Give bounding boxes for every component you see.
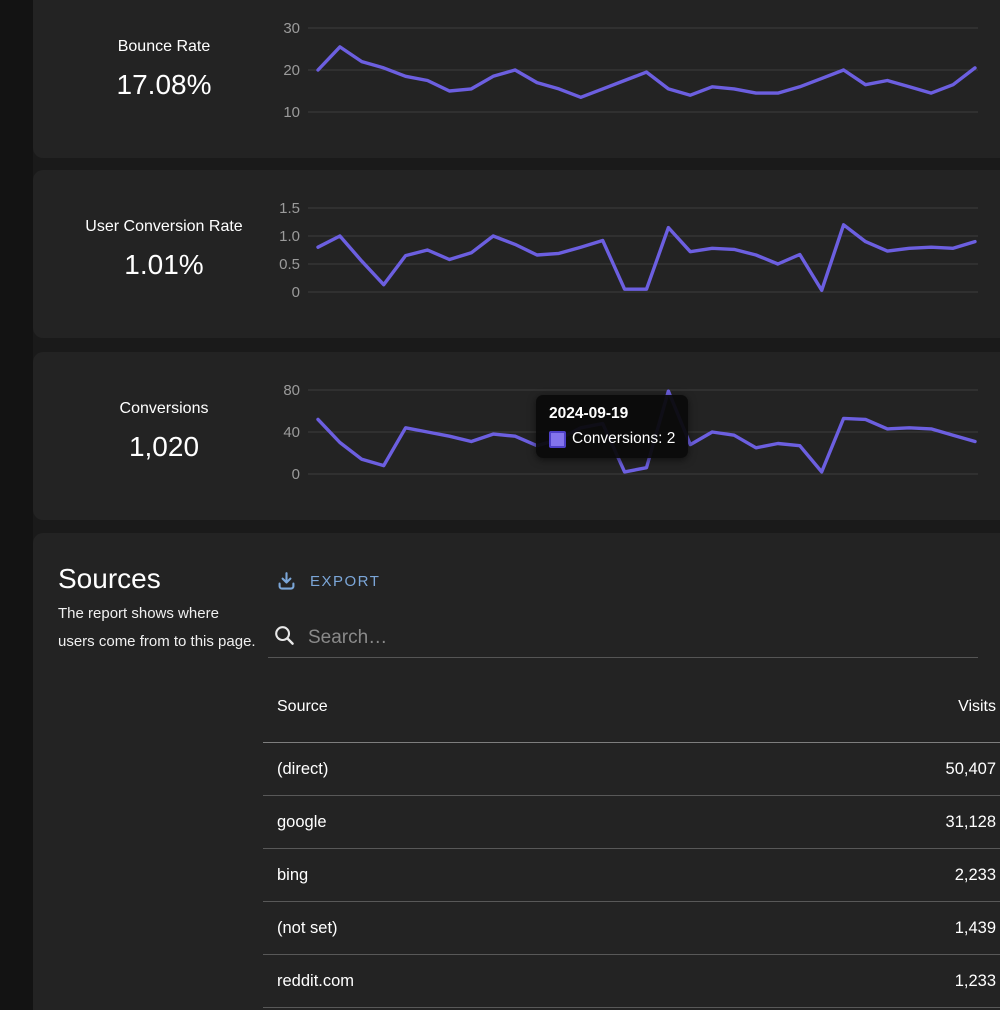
table-row[interactable]: (not set) 1,439 (263, 901, 1000, 955)
column-header-visits[interactable]: Visits (698, 681, 1000, 743)
bounce-rate-chart[interactable]: 30 20 10 (233, 8, 993, 138)
svg-text:0.5: 0.5 (279, 256, 300, 273)
export-label: EXPORT (310, 572, 381, 590)
sources-description: The report shows where users come from t… (58, 605, 256, 650)
visits-cell: 1,233 (698, 954, 1000, 1008)
svg-text:40: 40 (283, 424, 300, 441)
source-cell[interactable]: reddit.com (263, 954, 699, 1008)
conversions-chart[interactable]: 80 40 0 2024-09-19 Conversions: 2 (233, 370, 993, 500)
source-cell[interactable]: (not set) (263, 901, 699, 955)
tooltip-series-row: Conversions: 2 (549, 430, 675, 448)
svg-text:0: 0 (292, 284, 300, 301)
bounce-rate-card: Bounce Rate 17.08% 30 20 10 (33, 0, 1000, 158)
search-bar (268, 618, 978, 658)
source-cell[interactable]: bing (263, 848, 699, 902)
user-conversion-rate-card: User Conversion Rate 1.01% 1.5 1.0 0.5 0 (33, 170, 1000, 338)
visits-cell: 2,233 (698, 848, 1000, 902)
metric-value: 1.01% (124, 249, 204, 280)
svg-text:1.5: 1.5 (279, 200, 300, 217)
table-row[interactable]: reddit.com 1,233 (263, 954, 1000, 1008)
sources-title: Sources (58, 563, 161, 594)
tooltip-date: 2024-09-19 (549, 405, 629, 422)
table-row[interactable]: (direct) 50,407 (263, 742, 1000, 796)
svg-text:30: 30 (283, 20, 300, 37)
source-cell[interactable]: (direct) (263, 742, 699, 796)
download-icon (276, 570, 297, 592)
source-cell[interactable]: google (263, 795, 699, 849)
svg-text:80: 80 (283, 382, 300, 399)
svg-text:1.0: 1.0 (279, 228, 300, 245)
search-icon (274, 625, 295, 651)
table-header-row: Source Visits (263, 681, 1000, 743)
metric-value: 1,020 (128, 431, 200, 462)
sources-table: Source Visits (direct) 50,407 google 31,128… (263, 681, 1000, 1008)
visits-cell: 31,128 (698, 795, 1000, 849)
table-row[interactable]: bing 2,233 (263, 848, 1000, 902)
visits-cell: 1,439 (698, 901, 1000, 955)
user-conversion-rate-chart[interactable]: 1.5 1.0 0.5 0 (233, 188, 993, 318)
sources-card: Sources The report shows where users com… (33, 533, 1000, 1010)
column-header-source[interactable]: Source (263, 681, 699, 743)
sources-table-body: (direct) 50,407 google 31,128 bing 2,233 (not … (263, 742, 1000, 1008)
metric-label: Bounce Rate (117, 38, 211, 55)
page-left-gutter (0, 0, 33, 1010)
visits-cell: 50,407 (698, 742, 1000, 796)
svg-text:10: 10 (283, 104, 300, 121)
chart-hover-tooltip: 2024-09-19 Conversions: 2 (536, 395, 689, 458)
svg-text:0: 0 (292, 466, 300, 483)
table-row[interactable]: google 31,128 (263, 795, 1000, 849)
metric-label: Conversions (119, 400, 209, 417)
tooltip-series-value: Conversions: 2 (572, 430, 676, 447)
metric-label: User Conversion Rate (85, 218, 243, 235)
export-button[interactable]: EXPORT (276, 570, 380, 592)
bounce-rate-sparkline[interactable]: 30 20 10 (233, 8, 993, 138)
svg-text:20: 20 (283, 62, 300, 79)
user-conversion-rate-sparkline[interactable]: 1.5 1.0 0.5 0 (233, 188, 993, 318)
search-input[interactable] (308, 626, 978, 649)
conversions-card: Conversions 1,020 80 40 0 2024-09-19 Conve… (33, 352, 1000, 520)
series-swatch-icon (549, 430, 566, 448)
metric-value: 17.08% (116, 69, 212, 100)
